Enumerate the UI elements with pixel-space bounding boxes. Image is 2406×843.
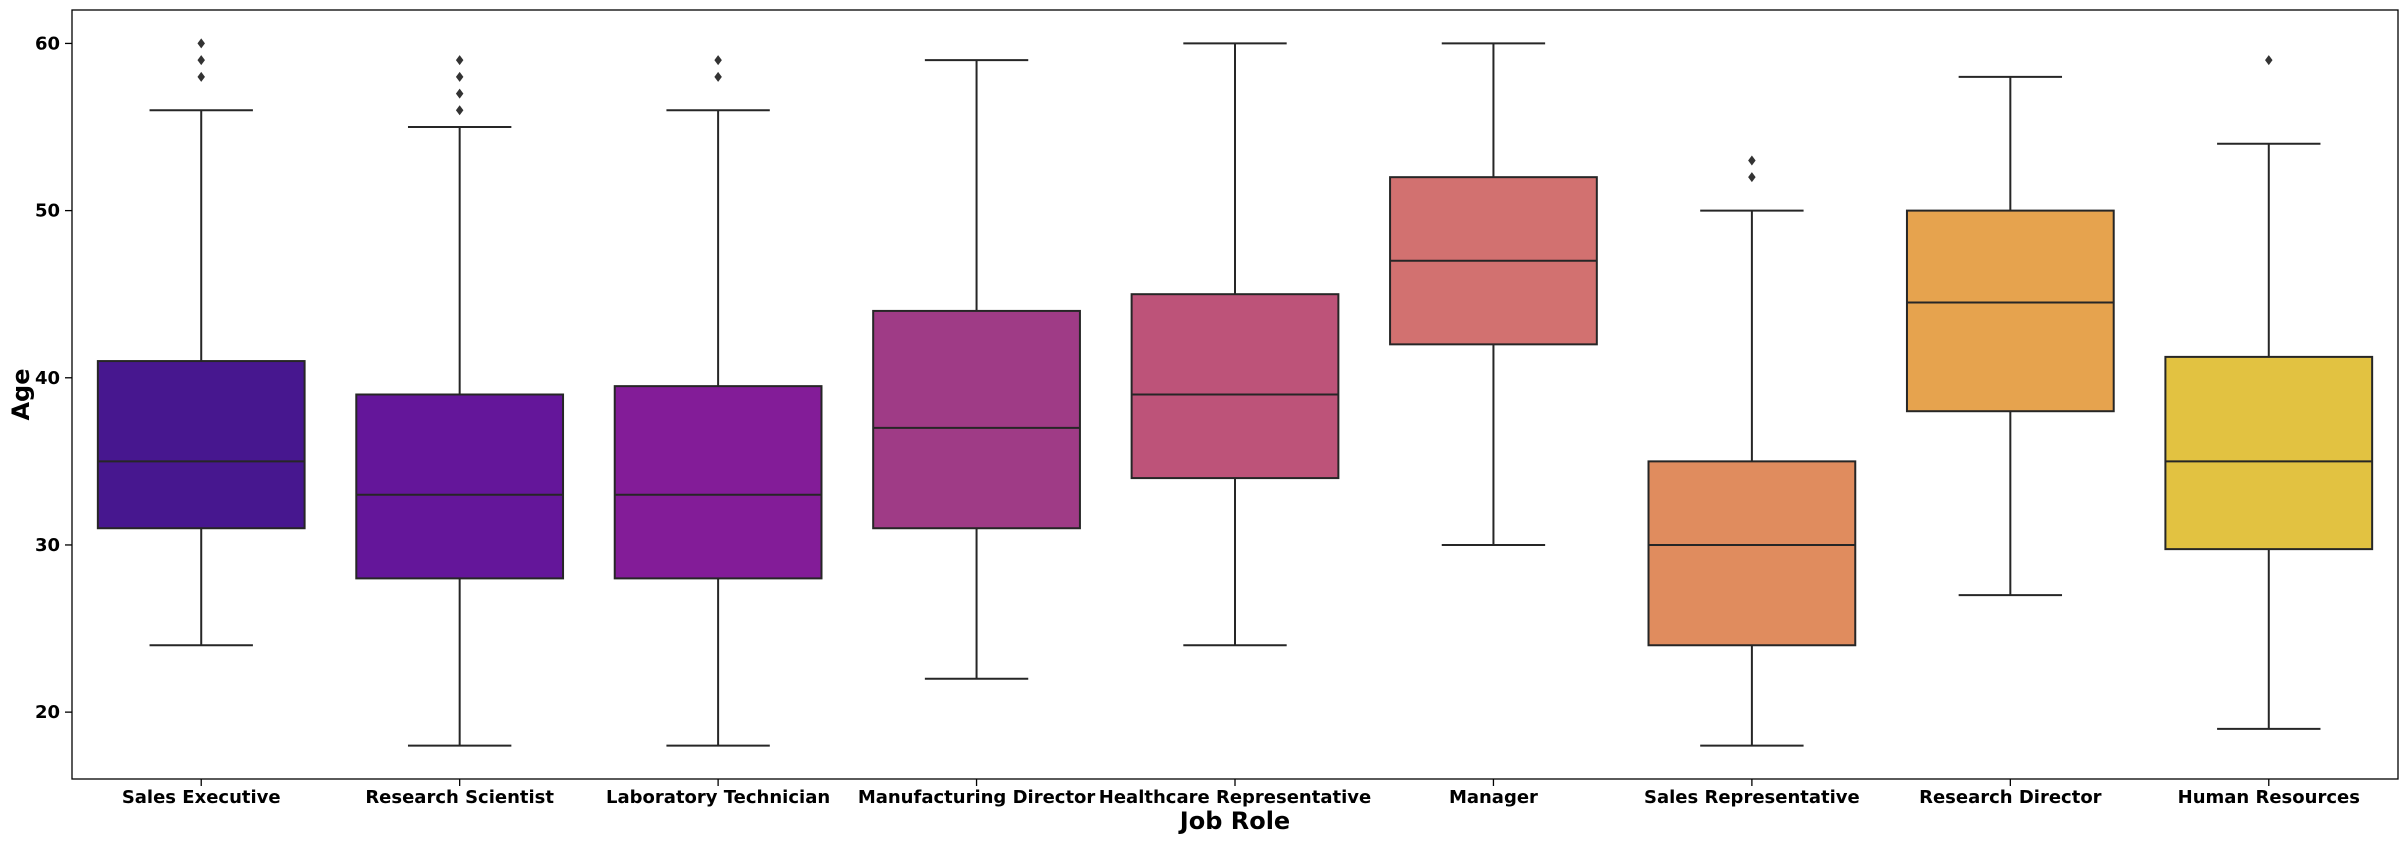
outlier-point xyxy=(197,55,205,66)
outlier-point xyxy=(2265,55,2273,66)
box xyxy=(355,393,565,580)
box-group xyxy=(1647,155,1857,747)
outlier-point xyxy=(455,88,464,99)
box xyxy=(2164,355,2374,551)
outlier-point xyxy=(197,71,205,82)
outlier-point xyxy=(197,38,205,49)
outlier-point xyxy=(455,71,464,82)
x-axis-title: Job Role xyxy=(1178,807,1290,835)
box xyxy=(1647,460,1857,647)
outlier-point xyxy=(455,55,464,66)
box xyxy=(96,360,306,530)
y-tick-label: 40 xyxy=(35,368,60,389)
y-axis-title: Age xyxy=(7,368,35,420)
x-tick-label: Research Director xyxy=(1919,787,2102,808)
box xyxy=(1905,209,2115,413)
outlier-point xyxy=(714,71,722,82)
outlier-point xyxy=(714,55,722,66)
outlier-point xyxy=(1748,172,1756,183)
box xyxy=(613,385,823,580)
x-tick-label: Laboratory Technician xyxy=(606,787,830,808)
box-group xyxy=(872,59,1081,680)
y-tick-label: 30 xyxy=(35,535,60,556)
x-tick-label: Human Resources xyxy=(2178,787,2360,808)
box-group xyxy=(1905,75,2115,597)
y-axis-ticks: 20 30 40 50 60 xyxy=(35,33,72,723)
box xyxy=(1130,293,1340,480)
box-group xyxy=(96,38,306,647)
x-tick-label: Healthcare Representative xyxy=(1099,787,1371,808)
axes-frame xyxy=(71,9,2399,780)
x-axis-ticks: Sales Executive Research Scientist Laborat… xyxy=(122,779,2360,808)
plot-area xyxy=(96,38,2374,747)
box-group xyxy=(1130,42,1340,647)
x-tick-label: Manufacturing Director xyxy=(858,787,1096,808)
x-tick-label: Sales Executive xyxy=(122,787,281,808)
box-group xyxy=(1389,42,1598,546)
y-tick-label: 20 xyxy=(35,702,60,723)
outlier-point xyxy=(455,105,464,116)
x-tick-label: Sales Representative xyxy=(1644,787,1860,808)
y-tick-label: 60 xyxy=(35,33,60,54)
y-tick-label: 50 xyxy=(35,201,60,222)
box-group xyxy=(355,55,565,747)
box-group xyxy=(2164,55,2374,730)
box xyxy=(872,309,1081,530)
box-group xyxy=(613,55,823,747)
x-tick-label: Research Scientist xyxy=(365,787,554,808)
outlier-point xyxy=(1748,155,1756,166)
x-tick-label: Manager xyxy=(1449,787,1538,808)
